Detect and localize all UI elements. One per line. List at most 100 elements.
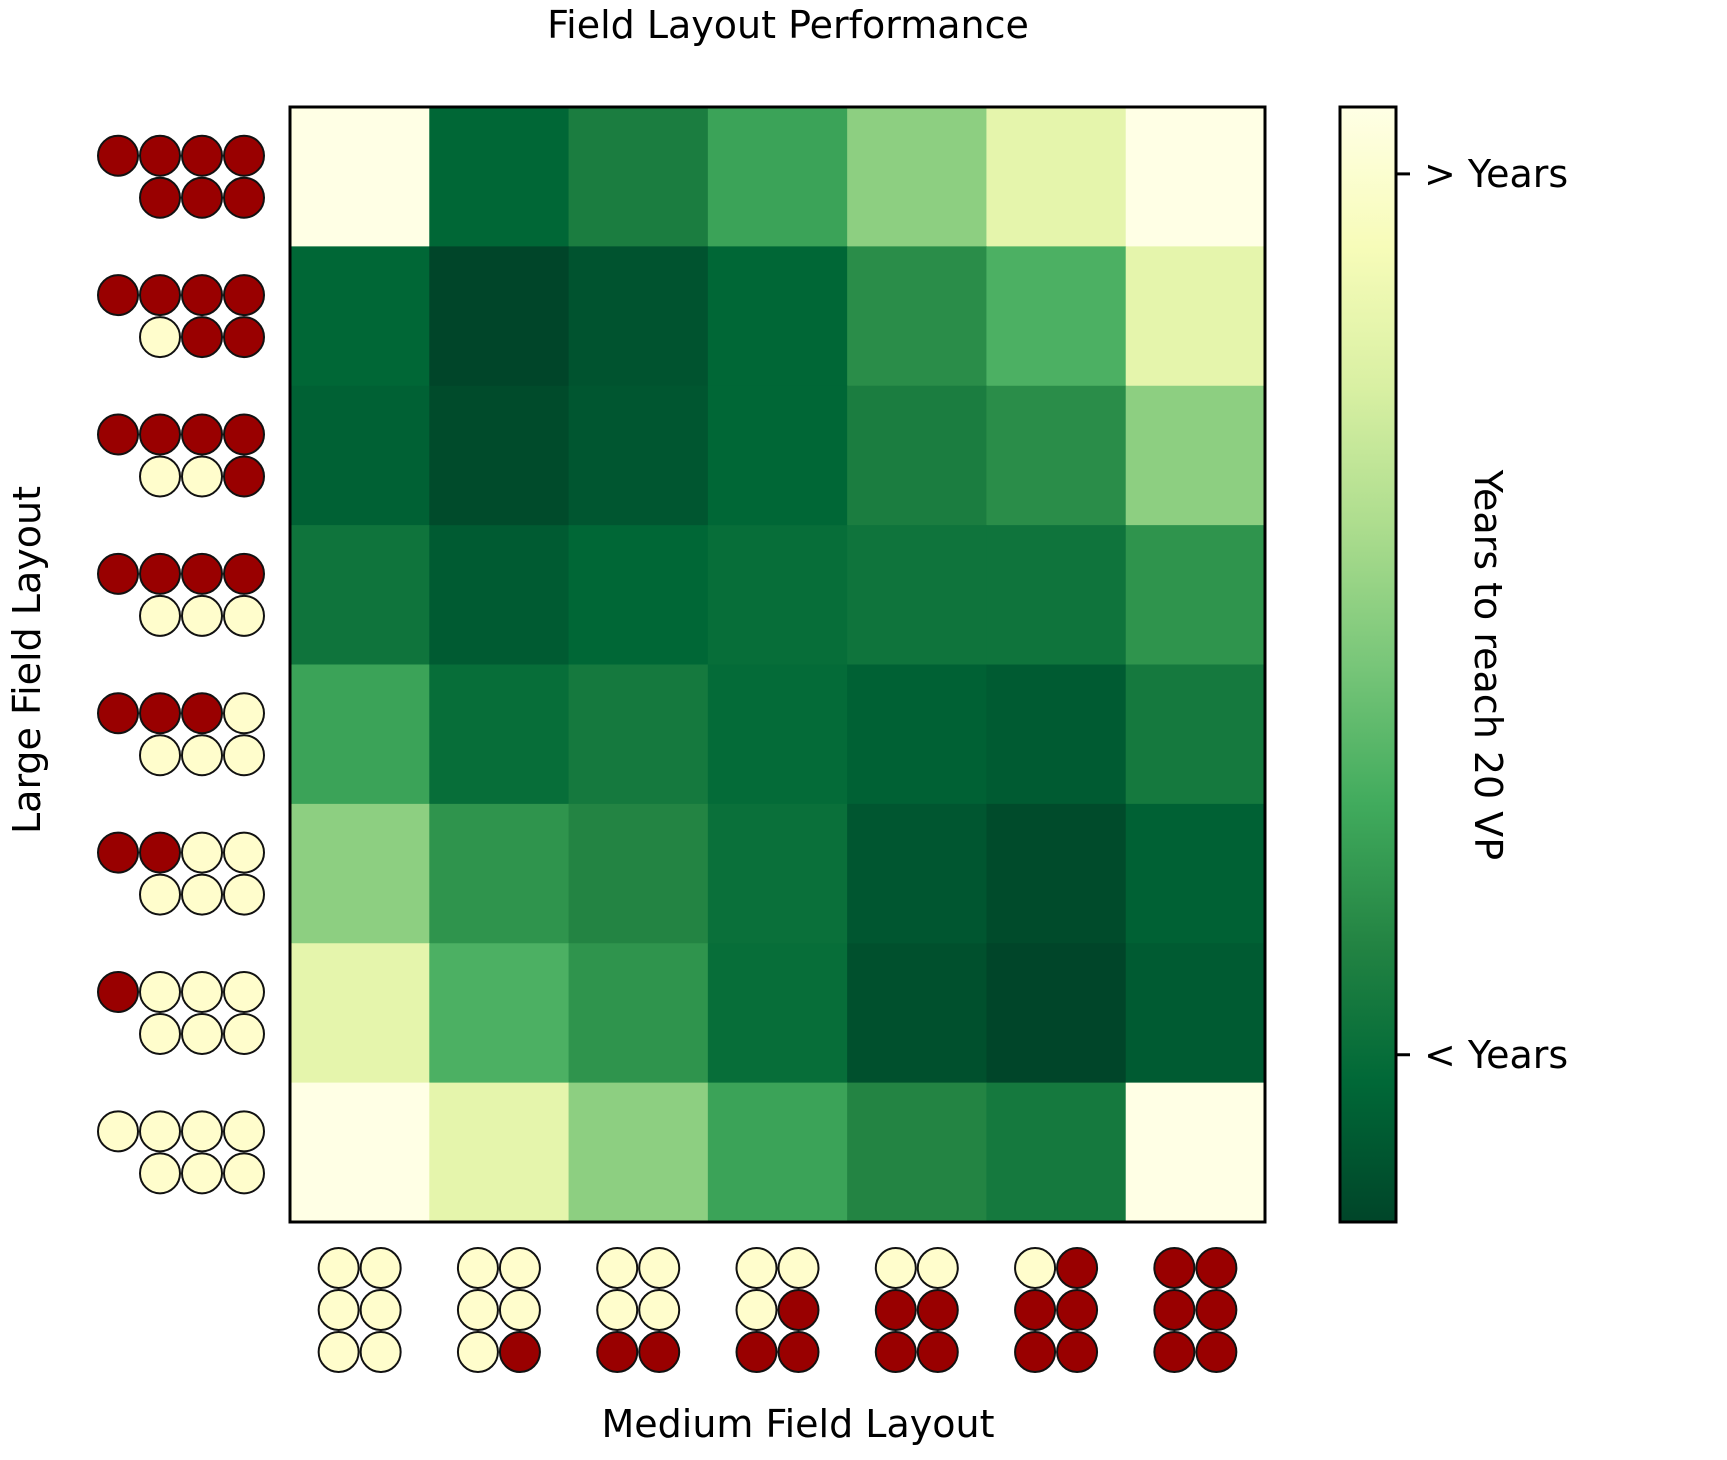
heatmap-cell [290, 943, 430, 1084]
token-filled [735, 1331, 778, 1373]
heatmap-cell [1125, 246, 1266, 387]
heatmap-cell [986, 1082, 1127, 1223]
token-empty [498, 1247, 541, 1289]
colorbar-label: Years to reach 20 VP [1466, 469, 1510, 860]
token-filled [97, 692, 139, 735]
plot-frame [288, 105, 1267, 1224]
token-empty [1014, 1247, 1057, 1289]
token-empty [139, 455, 181, 498]
token-empty [181, 831, 223, 874]
token-empty [874, 1247, 917, 1289]
token-filled [223, 316, 265, 359]
token-filled [1014, 1289, 1057, 1331]
heatmap-cell [707, 107, 848, 247]
token-empty [596, 1289, 639, 1331]
heatmap-cell [986, 525, 1127, 666]
token-empty [223, 1012, 265, 1055]
token-filled [1014, 1331, 1057, 1373]
colorbar-tick-label: > Years [1424, 152, 1568, 196]
token-filled [916, 1331, 959, 1373]
heatmap-cell [707, 943, 848, 1084]
y-tick-icon [97, 274, 265, 359]
token-filled [97, 552, 139, 595]
token-empty [359, 1289, 402, 1331]
token-empty [359, 1247, 402, 1289]
heatmap-cell [429, 803, 570, 944]
heatmap-cell [847, 246, 988, 387]
token-filled [139, 176, 181, 219]
token-filled [139, 831, 181, 874]
token-empty [498, 1289, 541, 1331]
heatmap-cell [429, 246, 570, 387]
token-empty [317, 1331, 360, 1373]
token-empty [223, 831, 265, 874]
heatmap-cell [429, 385, 570, 526]
token-filled [139, 413, 181, 456]
heatmap-cell [568, 943, 709, 1084]
heatmap-cell [847, 525, 988, 666]
heatmap-cell [847, 664, 988, 805]
y-tick-icon [97, 413, 265, 498]
token-filled [97, 831, 139, 874]
token-empty [317, 1247, 360, 1289]
heatmap-cell [290, 1082, 430, 1223]
token-empty [139, 970, 181, 1013]
token-filled [777, 1289, 820, 1331]
heatmap-cell [986, 803, 1127, 944]
heatmap-cell [568, 107, 709, 247]
token-empty [181, 594, 223, 637]
token-filled [1195, 1289, 1238, 1331]
token-empty [223, 970, 265, 1013]
x-tick-icon [317, 1247, 402, 1373]
token-filled [181, 552, 223, 595]
token-filled [1195, 1247, 1238, 1289]
chart-title: Field Layout Performance [547, 3, 1029, 47]
token-empty [638, 1289, 681, 1331]
token-filled [498, 1331, 541, 1373]
token-empty [456, 1331, 499, 1373]
y-axis-label: Large Field Layout [5, 486, 49, 834]
heatmap-cell [290, 664, 430, 805]
token-empty [181, 873, 223, 916]
heatmap-cell [290, 525, 430, 666]
token-filled [1153, 1247, 1196, 1289]
token-filled [181, 413, 223, 456]
token-empty [223, 594, 265, 637]
token-empty [181, 1110, 223, 1153]
token-filled [1056, 1247, 1099, 1289]
token-filled [1153, 1331, 1196, 1373]
token-filled [1056, 1289, 1099, 1331]
token-filled [916, 1289, 959, 1331]
token-filled [223, 552, 265, 595]
heatmap-cell [707, 664, 848, 805]
heatmap-cell [847, 943, 988, 1084]
x-tick-icon [735, 1247, 820, 1373]
token-filled [181, 274, 223, 317]
token-filled [139, 274, 181, 317]
token-empty [181, 734, 223, 777]
token-empty [97, 1110, 139, 1153]
token-filled [777, 1331, 820, 1373]
heatmap-cell [986, 385, 1127, 526]
heatmap-cell [429, 664, 570, 805]
heatmap-cell [986, 246, 1127, 387]
token-empty [735, 1289, 778, 1331]
token-filled [97, 134, 139, 177]
heatmap-cell [290, 803, 430, 944]
heatmap-cell [1125, 107, 1266, 247]
heatmap-cell [568, 664, 709, 805]
token-empty [638, 1247, 681, 1289]
token-empty [139, 1012, 181, 1055]
heatmap-cell [847, 803, 988, 944]
heatmap-cells [290, 107, 1266, 1223]
heatmap-cell [707, 385, 848, 526]
x-tick-icon [1014, 1247, 1099, 1373]
token-filled [223, 413, 265, 456]
token-empty [181, 455, 223, 498]
colorbar-tick-label: < Years [1424, 1033, 1568, 1077]
token-empty [777, 1247, 820, 1289]
colorbar-ticks: > Years < Years [1396, 152, 1568, 1077]
token-empty [223, 734, 265, 777]
x-tick-icon [874, 1247, 959, 1373]
